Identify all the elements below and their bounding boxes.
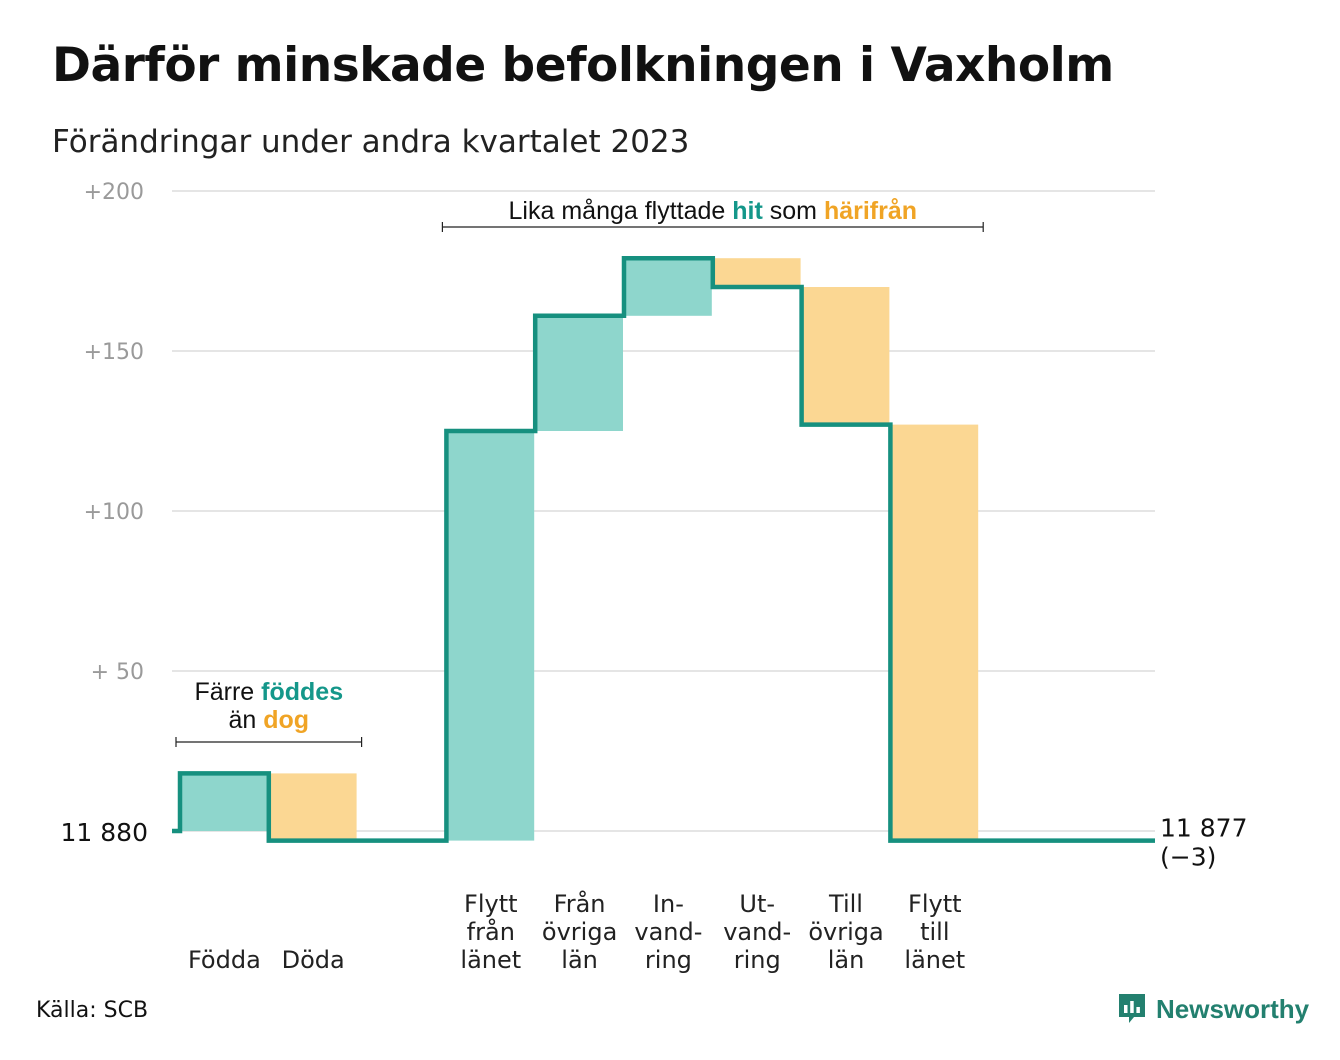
category-label: Ut- xyxy=(739,890,775,918)
annotation-birth-line2: än dog xyxy=(229,706,310,734)
bar-7 xyxy=(801,287,890,425)
annotation-birth-line1: Färre föddes xyxy=(194,678,343,706)
category-label: från xyxy=(467,917,515,946)
category-label: Flytt xyxy=(464,890,518,918)
annotation-text: Lika många flyttade xyxy=(509,197,733,225)
y-axis-ticks: + 50 +100 +150 +200 11 880 11 877(−3) xyxy=(61,180,1248,872)
start-value-label: 11 880 xyxy=(61,818,148,847)
source-note: Källa: SCB xyxy=(36,998,149,1023)
category-label: Flytt xyxy=(908,890,962,918)
category-label: övriga xyxy=(542,918,617,946)
annotation-text: som xyxy=(763,197,824,225)
annotation-birth-bracket xyxy=(175,737,363,747)
bar-3 xyxy=(446,431,535,841)
bar-6 xyxy=(712,258,801,287)
category-label: län xyxy=(561,946,598,974)
annotation-text: än xyxy=(229,706,264,734)
category-label: Döda xyxy=(282,946,345,974)
annotation-highlight: dog xyxy=(263,706,309,734)
annotation-migration-bracket xyxy=(441,222,984,232)
bar-0 xyxy=(180,773,268,831)
cumulative-step-line xyxy=(172,255,1155,843)
category-label: Från xyxy=(554,889,606,918)
y-tick-label-150: +150 xyxy=(84,340,144,365)
brand-name: Newsworthy xyxy=(1156,993,1310,1024)
category-label: ring xyxy=(645,946,692,974)
category-label: In- xyxy=(653,890,684,918)
bar-5 xyxy=(624,258,712,316)
category-label: vand- xyxy=(634,918,702,946)
annotation-highlight: härifrån xyxy=(824,197,917,225)
y-tick-label-50: + 50 xyxy=(91,660,144,685)
chart-subtitle: Förändringar under andra kvartalet 2023 xyxy=(52,124,690,160)
bar-1 xyxy=(268,773,357,841)
annotation-migration-line1: Lika många flyttade hit som härifrån xyxy=(509,197,918,225)
annotation-highlight: föddes xyxy=(261,678,343,706)
category-labels: Födda DödaFlyttfrånlänetFrånövrigalänIn-v… xyxy=(188,889,965,974)
newsworthy-icon xyxy=(1119,994,1145,1023)
annotation-highlight: hit xyxy=(732,197,763,225)
category-label: Till xyxy=(828,890,863,918)
y-tick-label-200: +200 xyxy=(84,180,144,205)
category-label: ring xyxy=(734,946,781,974)
y-tick-label-100: +100 xyxy=(84,500,144,525)
category-label: till xyxy=(920,918,949,946)
newsworthy-logo[interactable]: Newsworthy xyxy=(1116,992,1309,1026)
bar-4 xyxy=(535,315,623,431)
bars xyxy=(180,258,979,841)
category-label: län xyxy=(828,946,865,974)
category-label: övriga xyxy=(808,918,883,946)
chart-title: Därför minskade befolkningen i Vaxholm xyxy=(52,38,1114,93)
category-label: länet xyxy=(904,946,965,974)
category-label: länet xyxy=(460,946,521,974)
step-line xyxy=(172,255,1155,843)
annotation-text: Färre xyxy=(194,678,261,706)
end-value-label: 11 877 xyxy=(1160,814,1247,843)
category-label: vand- xyxy=(723,918,791,946)
bar-8 xyxy=(890,424,979,841)
category-label: Födda xyxy=(188,946,261,974)
end-change-label: (−3) xyxy=(1160,843,1216,872)
